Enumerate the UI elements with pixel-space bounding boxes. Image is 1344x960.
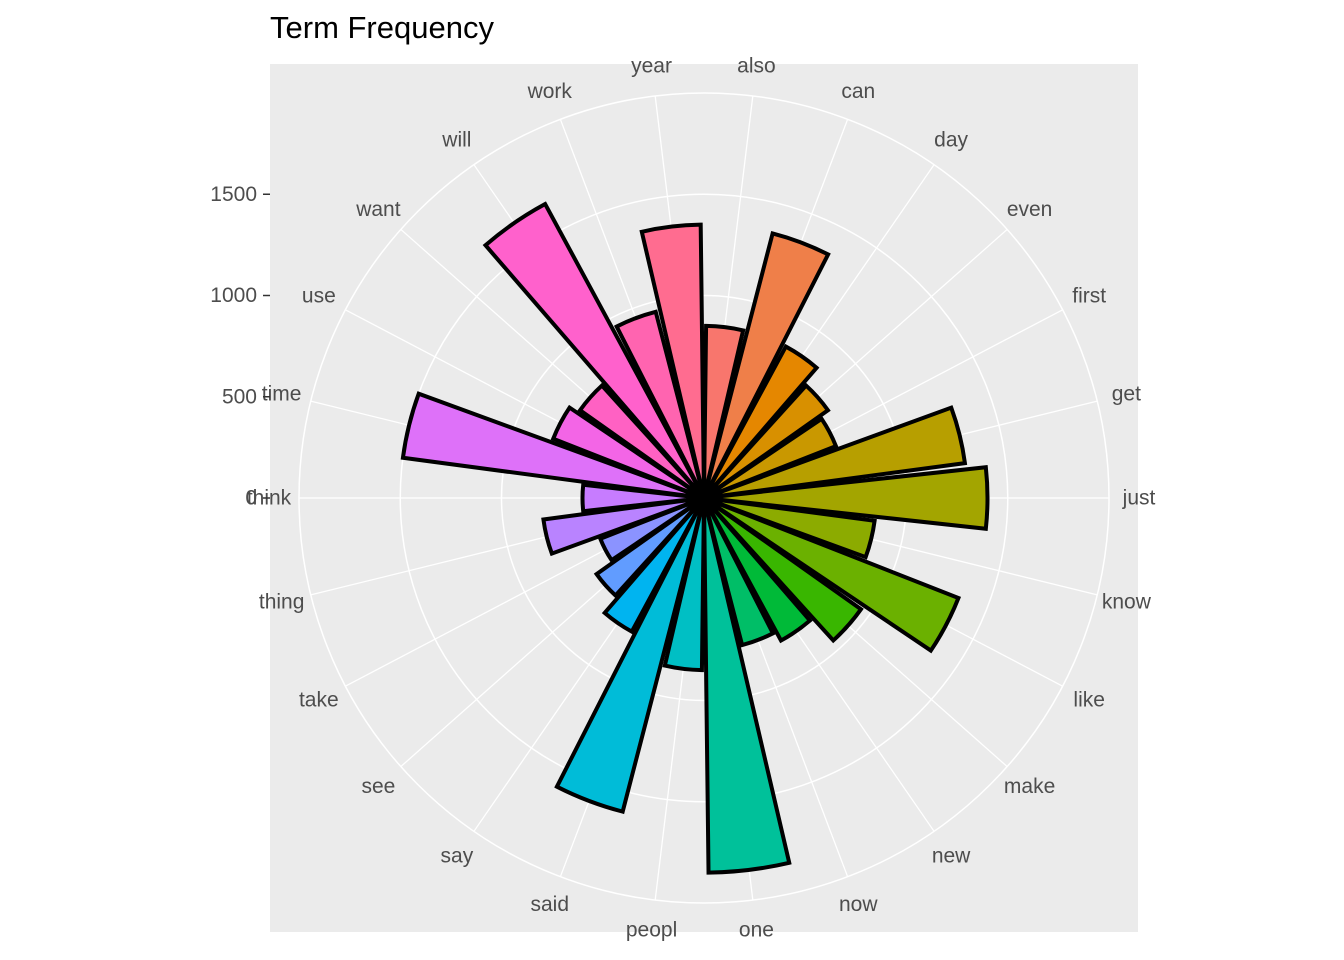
bar-work [613,309,706,499]
category-label: new [932,844,971,867]
y-axis: 0 500 1000 1500 [210,183,270,510]
bar-time [400,391,705,500]
category-label: day [934,129,968,152]
bars-group [400,201,990,875]
category-label: know [1102,591,1152,614]
category-labels: also can day even first get just know like make ne… [247,55,1156,942]
y-tick-label: 500 [222,385,257,408]
bar-now [702,497,776,648]
bar-first [702,416,839,500]
bar-year [639,222,706,499]
bar-use [550,404,706,500]
category-label: also [737,55,776,78]
category-label: one [739,918,774,941]
category-label: like [1073,689,1105,712]
category-label: year [631,55,672,78]
bar-said [554,497,706,815]
y-tick-label: 1000 [210,284,257,307]
bar-see [593,496,706,599]
y-tick-label: 1500 [210,183,257,206]
bar-just [703,465,990,531]
category-label: see [361,775,395,798]
bar-get [703,405,968,500]
bar-make [702,496,864,644]
bar-one [702,497,792,875]
bar-new [702,496,813,644]
category-label: even [1007,198,1053,221]
bar-can [702,230,831,499]
chart-title: Term Frequency [270,10,494,45]
category-label: first [1072,284,1106,307]
category-label: said [530,893,569,916]
y-tick-label: 0 [245,487,257,510]
category-label: work [527,80,573,103]
bar-think [580,482,705,514]
category-label: say [441,844,474,867]
category-label: thing [259,591,305,614]
bar-thing [541,496,705,557]
bar-say [601,496,706,635]
bar-take [597,496,706,563]
bar-day [702,343,820,500]
category-label: peopl [626,918,677,941]
category-label: time [262,382,302,405]
bar-want [577,382,706,500]
category-label: get [1112,382,1141,405]
category-label: can [841,80,875,103]
bar-will [482,201,706,500]
category-label: want [355,198,401,221]
category-label: take [299,689,339,712]
category-label: will [441,129,471,152]
bar-like [702,496,962,654]
category-label: make [1004,775,1055,798]
bar-even [702,382,831,500]
category-label: use [302,284,336,307]
category-label: just [1122,487,1156,510]
category-label: now [839,893,878,916]
